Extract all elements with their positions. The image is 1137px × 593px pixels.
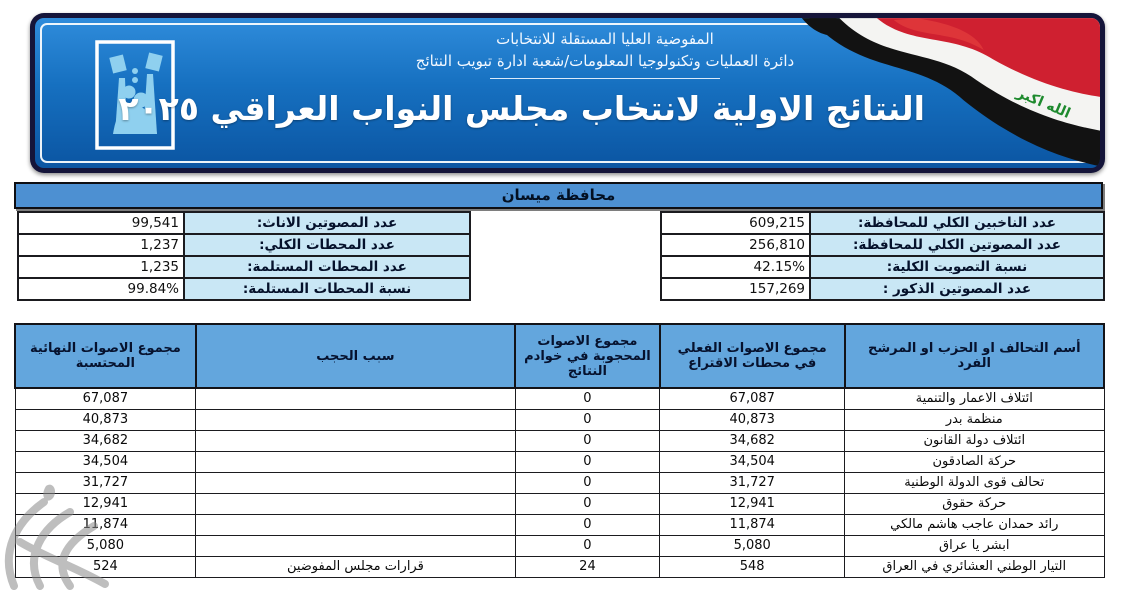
header-withheld-reason: سبب الحجب xyxy=(194,323,517,389)
summary-value: 42.15% xyxy=(660,255,811,279)
actual-votes-cell: 40,873 xyxy=(659,408,846,431)
results-table: أسم التحالف او الحزب او المرشح الفرد مجم… xyxy=(14,323,1106,578)
party-name-cell: ائتلاف دولة القانون xyxy=(844,429,1105,452)
summary-label: عدد المصوتين الذكور : xyxy=(809,277,1105,301)
table-row: ابشر يا عراق 5,080 0 5,080 xyxy=(14,534,1105,557)
table-row: ائتلاف الاعمار والتنمية 67,087 0 67,087 xyxy=(14,387,1105,410)
withheld-reason-cell xyxy=(195,450,516,473)
summary-row: نسبة التصويت الكلية: 42.15% xyxy=(660,255,1105,279)
results-header-row: أسم التحالف او الحزب او المرشح الفرد مجم… xyxy=(14,323,1106,389)
final-votes-cell: 5,080 xyxy=(14,534,197,557)
actual-votes-cell: 5,080 xyxy=(659,534,846,557)
summary-row: عدد المحطات المستلمة: 1,235 xyxy=(17,255,471,279)
summary-label: نسبة المحطات المستلمة: xyxy=(183,277,471,301)
header-actual-votes: مجموع الاصوات الفعلي في محطات الاقتراع xyxy=(658,323,846,389)
withheld-reason-cell xyxy=(195,534,516,557)
withheld-reason-cell: قرارات مجلس المفوضين xyxy=(195,555,516,578)
final-votes-cell: 34,682 xyxy=(14,429,197,452)
actual-votes-cell: 11,874 xyxy=(659,513,846,536)
iraq-flag-icon: الله اكبر xyxy=(801,18,1100,167)
withheld-votes-cell: 0 xyxy=(514,513,661,536)
ihec-logo-icon xyxy=(95,40,175,150)
final-votes-cell: 524 xyxy=(14,555,197,578)
withheld-reason-cell xyxy=(195,429,516,452)
summary-label: عدد المحطات الكلي: xyxy=(183,233,471,257)
actual-votes-cell: 31,727 xyxy=(659,471,846,494)
header-final-votes: مجموع الاصوات النهائية المحتسبة xyxy=(14,323,197,389)
summary-value: 256,810 xyxy=(660,233,811,257)
table-row: ائتلاف دولة القانون 34,682 0 34,682 xyxy=(14,429,1105,452)
summary-value: 609,215 xyxy=(660,211,811,235)
org-department: دائرة العمليات وتكنولوجيا المعلومات/شعبة… xyxy=(415,52,795,70)
party-name-cell: ابشر يا عراق xyxy=(844,534,1105,557)
header-withheld-votes: مجموع الاصوات المحجوبة في خوادم النتائج xyxy=(514,323,661,389)
party-name-cell: تحالف قوى الدولة الوطنية xyxy=(844,471,1105,494)
actual-votes-cell: 67,087 xyxy=(659,387,846,410)
withheld-reason-cell xyxy=(195,387,516,410)
summary-label: عدد المصوتين الاناث: xyxy=(183,211,471,235)
final-votes-cell: 34,504 xyxy=(14,450,197,473)
actual-votes-cell: 34,682 xyxy=(659,429,846,452)
header-banner-inner: الله اكبر المفوضية الع xyxy=(35,18,1100,168)
withheld-votes-cell: 0 xyxy=(514,534,661,557)
summary-row: نسبة المحطات المستلمة: 99.84% xyxy=(17,277,471,301)
withheld-reason-cell xyxy=(195,471,516,494)
withheld-votes-cell: 0 xyxy=(514,471,661,494)
party-name-cell: حركة الصادقون xyxy=(844,450,1105,473)
final-votes-cell: 31,727 xyxy=(14,471,197,494)
actual-votes-cell: 12,941 xyxy=(659,492,846,515)
actual-votes-cell: 548 xyxy=(659,555,846,578)
final-votes-cell: 67,087 xyxy=(14,387,197,410)
party-name-cell: رائد حمدان عاجب هاشم مالكي xyxy=(844,513,1105,536)
party-name-cell: حركة حقوق xyxy=(844,492,1105,515)
summary-label: عدد المصوتين الكلي للمحافظة: xyxy=(809,233,1105,257)
table-row: حركة الصادقون 34,504 0 34,504 xyxy=(14,450,1105,473)
summary-value: 99.84% xyxy=(17,277,185,301)
table-row: التيار الوطني العشائري في العراق 548 24 قرا… xyxy=(14,555,1105,578)
summary-row: عدد المحطات الكلي: 1,237 xyxy=(17,233,471,257)
header-divider xyxy=(490,78,720,79)
withheld-reason-cell xyxy=(195,408,516,431)
page-title: النتائج الاولية لانتخاب مجلس النواب العر… xyxy=(118,89,925,128)
table-row: تحالف قوى الدولة الوطنية 31,727 0 31,727 xyxy=(14,471,1105,494)
final-votes-cell: 12,941 xyxy=(14,492,197,515)
withheld-votes-cell: 0 xyxy=(514,408,661,431)
table-row: حركة حقوق 12,941 0 12,941 xyxy=(14,492,1105,515)
summary-label: عدد الناخبين الكلي للمحافظة: xyxy=(809,211,1105,235)
withheld-reason-cell xyxy=(195,492,516,515)
org-name: المفوضية العليا المستقلة للانتخابات xyxy=(496,30,714,48)
withheld-votes-cell: 0 xyxy=(514,492,661,515)
withheld-votes-cell: 0 xyxy=(514,387,661,410)
summary-value: 99,541 xyxy=(17,211,185,235)
summary-row: عدد المصوتين الذكور : 157,269 xyxy=(660,277,1105,301)
summary-table-left: عدد المصوتين الاناث: 99,541 عدد المحطات … xyxy=(17,211,471,301)
summary-row: عدد الناخبين الكلي للمحافظة: 609,215 xyxy=(660,211,1105,235)
governorate-title-bar: محافظة ميسان xyxy=(14,182,1103,209)
withheld-votes-cell: 0 xyxy=(514,429,661,452)
summary-table-right: عدد الناخبين الكلي للمحافظة: 609,215 عدد… xyxy=(660,211,1105,301)
header-text-block: المفوضية العليا المستقلة للانتخابات دائر… xyxy=(118,28,925,131)
summary-label: عدد المحطات المستلمة: xyxy=(183,255,471,279)
party-name-cell: التيار الوطني العشائري في العراق xyxy=(844,555,1105,578)
withheld-votes-cell: 0 xyxy=(514,450,661,473)
summary-value: 1,237 xyxy=(17,233,185,257)
withheld-reason-cell xyxy=(195,513,516,536)
party-name-cell: منظمة بدر xyxy=(844,408,1105,431)
table-row: رائد حمدان عاجب هاشم مالكي 11,874 0 11,874 xyxy=(14,513,1105,536)
actual-votes-cell: 34,504 xyxy=(659,450,846,473)
final-votes-cell: 11,874 xyxy=(14,513,197,536)
final-votes-cell: 40,873 xyxy=(14,408,197,431)
header-party-name: أسم التحالف او الحزب او المرشح الفرد xyxy=(843,323,1106,389)
party-name-cell: ائتلاف الاعمار والتنمية xyxy=(844,387,1105,410)
summary-row: عدد المصوتين الكلي للمحافظة: 256,810 xyxy=(660,233,1105,257)
withheld-votes-cell: 24 xyxy=(514,555,661,578)
header-banner: الله اكبر المفوضية الع xyxy=(30,13,1105,173)
summary-value: 157,269 xyxy=(660,277,811,301)
table-row: منظمة بدر 40,873 0 40,873 xyxy=(14,408,1105,431)
summary-value: 1,235 xyxy=(17,255,185,279)
summary-label: نسبة التصويت الكلية: xyxy=(809,255,1105,279)
summary-row: عدد المصوتين الاناث: 99,541 xyxy=(17,211,471,235)
